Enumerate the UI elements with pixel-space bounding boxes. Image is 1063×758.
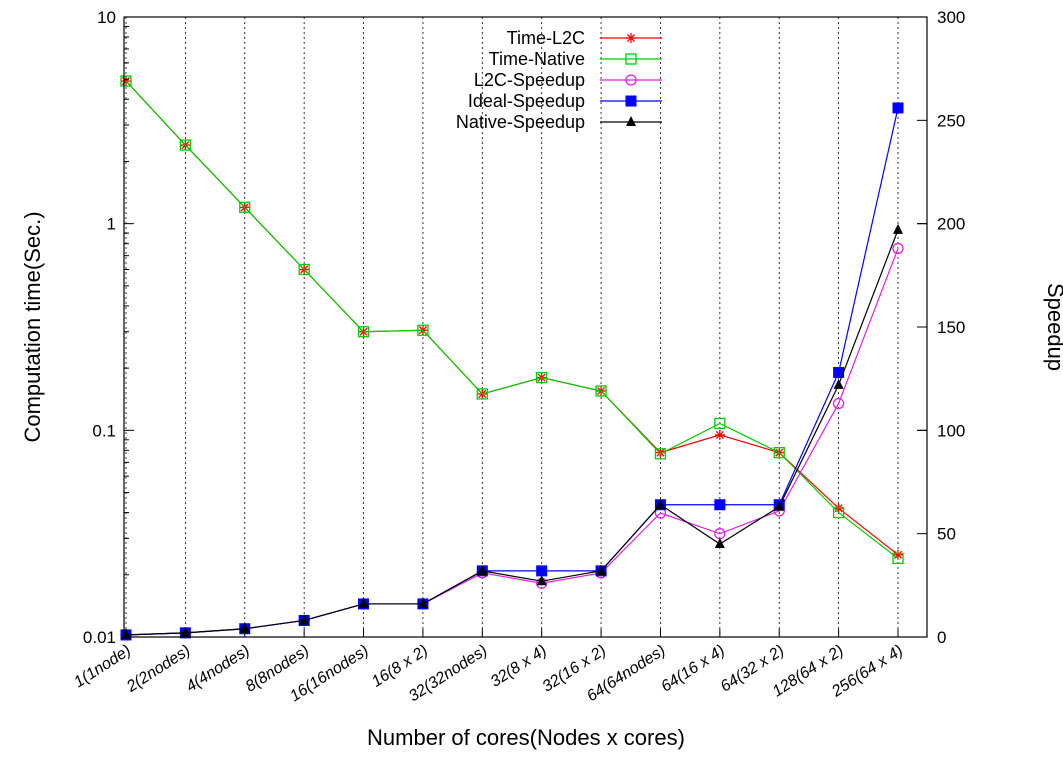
legend-marker xyxy=(625,95,637,107)
series-l2c-speedup xyxy=(120,242,904,641)
series-line xyxy=(125,229,899,636)
grid-layer xyxy=(125,17,899,637)
data-point xyxy=(714,429,725,440)
series-layer xyxy=(120,75,904,641)
data-point xyxy=(298,263,310,276)
data-point xyxy=(417,324,429,336)
legend-label: Time-L2C xyxy=(507,28,585,48)
y2-tick-label: 200 xyxy=(937,215,965,234)
data-point xyxy=(832,397,845,410)
x-tick-label: 64(16 x 4) xyxy=(658,642,728,695)
data-point xyxy=(655,498,666,509)
data-point xyxy=(239,201,251,213)
legend-marker xyxy=(625,74,637,86)
data-point xyxy=(654,448,667,460)
y2-tick-label: 150 xyxy=(937,318,965,337)
data-point xyxy=(477,564,488,575)
series-line xyxy=(125,80,899,559)
y2-tick-label: 300 xyxy=(937,8,965,27)
data-point xyxy=(714,417,726,430)
series-line xyxy=(125,248,899,636)
data-point xyxy=(536,575,547,586)
y2-axis-title: Speedup xyxy=(1043,283,1063,371)
legend-marker xyxy=(625,53,637,65)
legend-marker xyxy=(626,33,636,43)
data-point xyxy=(120,75,132,87)
y-tick-label: 0.01 xyxy=(83,628,116,647)
data-point xyxy=(773,446,785,459)
data-point xyxy=(357,326,370,338)
x-axis-title: Number of cores(Nodes x cores) xyxy=(367,725,685,750)
series-line xyxy=(125,107,899,636)
data-point xyxy=(358,597,369,608)
data-point xyxy=(892,102,904,114)
series-line xyxy=(125,80,899,556)
series-time-native xyxy=(120,75,904,565)
data-point xyxy=(714,538,725,548)
data-point xyxy=(892,242,904,255)
data-point xyxy=(833,378,844,389)
data-point xyxy=(774,500,785,511)
y2-tick-label: 100 xyxy=(937,421,965,440)
data-point xyxy=(536,371,548,384)
data-point xyxy=(893,223,903,234)
y-tick-label: 1 xyxy=(107,215,116,234)
legend-label: Native-Speedup xyxy=(456,112,585,132)
series-ideal-speedup xyxy=(120,102,904,641)
star-stroke xyxy=(656,448,665,457)
data-point xyxy=(595,385,607,397)
legend-marker xyxy=(626,116,636,126)
data-point xyxy=(239,622,250,633)
legend-label: Time-Native xyxy=(489,49,585,69)
star-stroke xyxy=(626,33,636,43)
x-tick-label: 2(2nodes) xyxy=(123,642,194,696)
data-point xyxy=(596,564,607,575)
data-point xyxy=(299,614,310,625)
y2-tick-label: 0 xyxy=(937,628,946,647)
data-point xyxy=(892,552,904,565)
y-tick-label: 10 xyxy=(97,8,116,27)
legend-label: L2C-Speedup xyxy=(474,70,585,90)
data-point xyxy=(536,565,548,577)
data-point xyxy=(832,506,845,519)
legend: Time-L2CTime-NativeL2C-SpeedupIdeal-Spee… xyxy=(456,28,662,132)
data-point xyxy=(476,388,488,400)
y-axis-title: Computation time(Sec.) xyxy=(20,211,45,442)
star-stroke xyxy=(715,430,724,439)
data-point xyxy=(179,139,192,151)
data-point xyxy=(714,499,726,511)
data-point xyxy=(417,597,428,608)
legend-label: Ideal-Speedup xyxy=(468,91,585,111)
y2-tick-label: 50 xyxy=(937,525,956,544)
y2-tick-label: 250 xyxy=(937,111,965,130)
series-native-speedup xyxy=(121,223,903,639)
series-time-l2c xyxy=(121,76,903,560)
x-tick-label: 4(4nodes) xyxy=(183,642,253,695)
y-tick-label: 0.1 xyxy=(92,421,116,440)
